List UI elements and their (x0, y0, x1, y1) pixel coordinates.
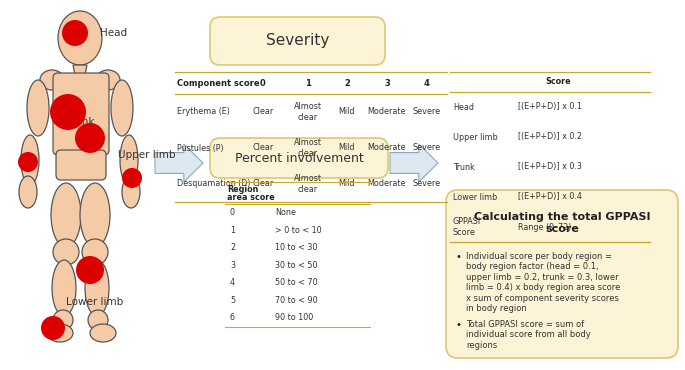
Circle shape (18, 152, 38, 172)
Ellipse shape (122, 176, 140, 208)
Text: Individual score per body region =
body region factor (head = 0.1,
upper limb = : Individual score per body region = body … (466, 252, 621, 313)
Polygon shape (390, 144, 438, 182)
FancyBboxPatch shape (210, 17, 385, 65)
Text: 4: 4 (424, 78, 430, 87)
Text: Desquamation (D): Desquamation (D) (177, 179, 251, 188)
Text: Clear: Clear (252, 108, 273, 117)
Text: Erythema (E): Erythema (E) (177, 108, 230, 117)
Text: Clear: Clear (252, 179, 273, 188)
Text: Region: Region (227, 185, 258, 194)
Text: Almost
clear: Almost clear (294, 138, 322, 158)
Text: [(E+P+D)] x 0.3: [(E+P+D)] x 0.3 (518, 162, 582, 172)
Text: Trunk: Trunk (66, 117, 95, 127)
Text: Pustules (P): Pustules (P) (177, 144, 223, 152)
Ellipse shape (27, 80, 49, 136)
Text: Severe: Severe (413, 179, 441, 188)
Text: Severity: Severity (266, 34, 329, 48)
Polygon shape (73, 65, 87, 75)
Ellipse shape (19, 176, 37, 208)
Text: Upper limb: Upper limb (118, 150, 175, 160)
Circle shape (76, 256, 104, 284)
Polygon shape (155, 144, 203, 182)
Text: Almost
clear: Almost clear (294, 102, 322, 122)
Ellipse shape (47, 324, 73, 342)
Text: Clear: Clear (252, 144, 273, 152)
Text: Calculating the total GPPASI
score: Calculating the total GPPASI score (474, 212, 650, 233)
Text: None: None (275, 208, 296, 217)
Text: 1: 1 (305, 78, 311, 87)
Text: Upper limb: Upper limb (453, 132, 498, 141)
Text: Lower limb: Lower limb (66, 297, 123, 307)
Ellipse shape (85, 260, 109, 316)
Ellipse shape (80, 183, 110, 247)
Text: area score: area score (227, 192, 275, 202)
Text: Head: Head (453, 102, 474, 111)
Text: Component score: Component score (177, 78, 260, 87)
Text: •: • (456, 252, 462, 262)
Text: •: • (456, 320, 462, 330)
Text: Mild: Mild (339, 108, 356, 117)
Text: [(E+P+D)] x 0.4: [(E+P+D)] x 0.4 (518, 192, 582, 202)
Text: Moderate: Moderate (368, 179, 406, 188)
Text: 50 to < 70: 50 to < 70 (275, 278, 318, 287)
Text: Severe: Severe (413, 144, 441, 152)
Text: [(E+P+D)] x 0.1: [(E+P+D)] x 0.1 (518, 102, 582, 111)
Text: Head: Head (100, 28, 127, 38)
Text: 3: 3 (384, 78, 390, 87)
Text: 4: 4 (230, 278, 235, 287)
Ellipse shape (40, 70, 64, 90)
Circle shape (62, 20, 88, 46)
Text: Score: Score (545, 77, 571, 87)
Ellipse shape (111, 80, 133, 136)
Ellipse shape (51, 183, 81, 247)
Ellipse shape (120, 135, 138, 185)
Ellipse shape (96, 70, 120, 90)
Text: Severe: Severe (413, 108, 441, 117)
Text: 2: 2 (230, 243, 235, 252)
Text: Range (0–72): Range (0–72) (518, 222, 571, 232)
Text: Almost
clear: Almost clear (294, 174, 322, 194)
Circle shape (122, 168, 142, 188)
Ellipse shape (53, 239, 79, 265)
Text: Moderate: Moderate (368, 108, 406, 117)
FancyBboxPatch shape (56, 150, 106, 180)
Text: Trunk: Trunk (453, 162, 475, 172)
Text: Percent involvement: Percent involvement (235, 151, 363, 165)
Text: Mild: Mild (339, 179, 356, 188)
Polygon shape (55, 75, 108, 150)
Text: 5: 5 (230, 296, 235, 305)
Text: 6: 6 (230, 313, 235, 322)
Text: Moderate: Moderate (368, 144, 406, 152)
FancyBboxPatch shape (53, 73, 109, 155)
Text: [(E+P+D)] x 0.2: [(E+P+D)] x 0.2 (518, 132, 582, 141)
Text: 2: 2 (344, 78, 350, 87)
Ellipse shape (58, 11, 102, 65)
Text: 0: 0 (260, 78, 266, 87)
Ellipse shape (90, 324, 116, 342)
Ellipse shape (53, 310, 73, 330)
Circle shape (41, 316, 65, 340)
Ellipse shape (88, 310, 108, 330)
Text: Total GPPASI score = sum of
individual score from all body
regions: Total GPPASI score = sum of individual s… (466, 320, 590, 350)
Text: 1: 1 (230, 226, 235, 235)
Circle shape (75, 123, 105, 153)
FancyBboxPatch shape (210, 138, 388, 178)
FancyBboxPatch shape (446, 190, 678, 358)
Circle shape (50, 94, 86, 130)
Text: 0: 0 (230, 208, 235, 217)
Text: Mild: Mild (339, 144, 356, 152)
Text: GPPASI
Score: GPPASI Score (453, 217, 481, 237)
Text: 3: 3 (230, 261, 235, 270)
Text: > 0 to < 10: > 0 to < 10 (275, 226, 322, 235)
Text: 70 to < 90: 70 to < 90 (275, 296, 318, 305)
Ellipse shape (21, 135, 39, 185)
Text: 90 to 100: 90 to 100 (275, 313, 313, 322)
Text: 10 to < 30: 10 to < 30 (275, 243, 317, 252)
Text: Lower limb: Lower limb (453, 192, 497, 202)
Ellipse shape (82, 239, 108, 265)
Ellipse shape (52, 260, 76, 316)
Text: 30 to < 50: 30 to < 50 (275, 261, 318, 270)
